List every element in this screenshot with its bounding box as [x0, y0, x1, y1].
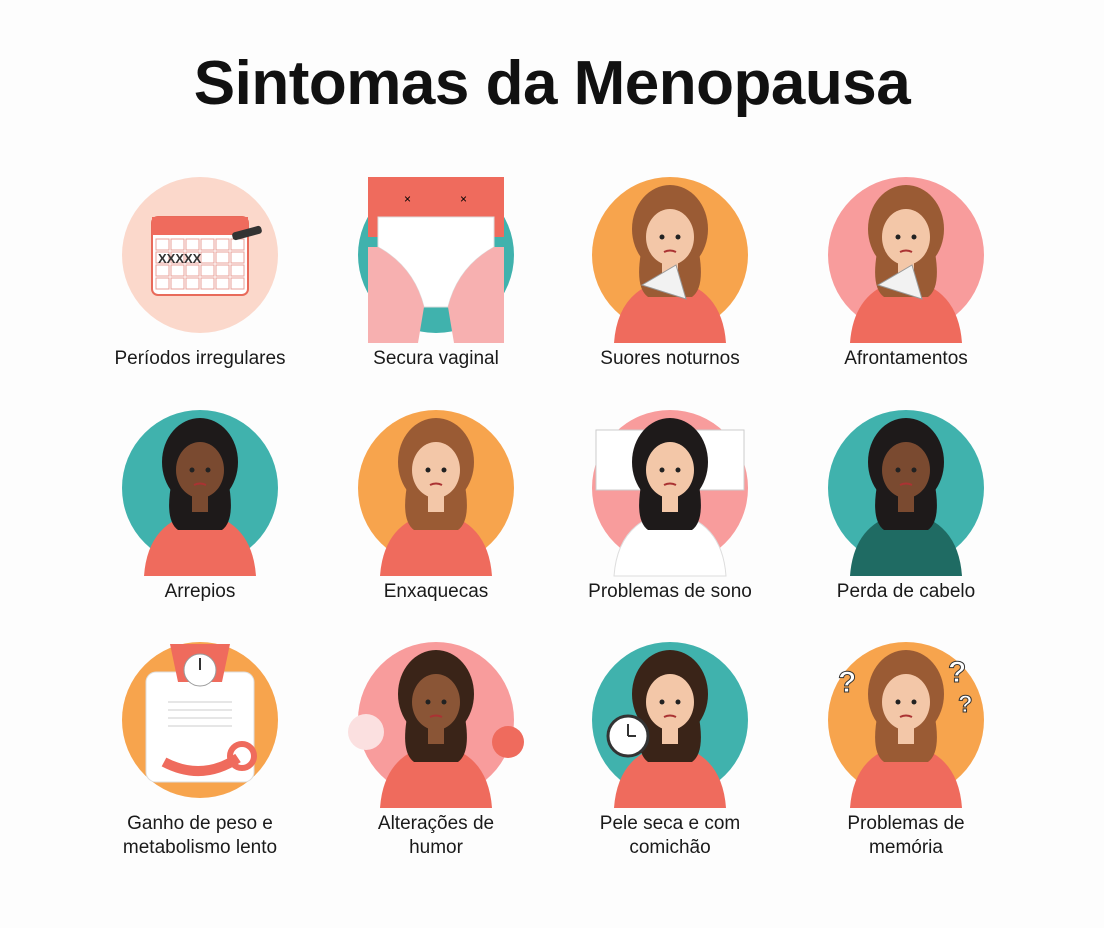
symptom-label: Problemas de memória — [847, 813, 965, 858]
woman-clock-icon — [592, 642, 748, 808]
symptom-label: Afrontamentos — [844, 348, 968, 369]
woman-bed-icon — [592, 410, 748, 577]
symptom-item: ??? Problemas de memória — [788, 642, 1024, 860]
woman-mood-icon — [348, 642, 524, 808]
symptom-label: Suores noturnos — [600, 348, 740, 369]
symptom-item: Alterações de humor — [318, 642, 554, 860]
symptom-item: Afrontamentos — [788, 177, 1024, 371]
svg-text:?: ? — [948, 656, 966, 689]
symptom-item: XXXXX Períodos irregulares — [82, 177, 318, 371]
svg-text:?: ? — [958, 691, 973, 718]
woman-hair-loss-icon — [828, 410, 984, 576]
symptom-label: Arrepios — [164, 581, 236, 602]
symptom-label: Alterações de humor — [377, 813, 495, 858]
symptom-item: Problemas de sono — [552, 410, 788, 604]
svg-text:?: ? — [838, 666, 856, 699]
woman-fan-icon — [592, 177, 748, 343]
symptom-item: Pele seca e com comichão — [552, 642, 788, 860]
symptom-item: Perda de cabelo — [788, 410, 1024, 604]
scale-icon — [122, 642, 278, 798]
symptom-item: Ganho de peso e metabolismo lento — [82, 642, 318, 860]
woman-shivering-icon — [122, 410, 278, 576]
woman-fan-icon — [828, 177, 984, 343]
symptom-label: Pele seca e com comichão — [599, 813, 741, 858]
calendar-icon: XXXXX — [122, 177, 278, 333]
symptom-item: × × Secura vaginal — [318, 177, 554, 371]
symptom-item: Enxaquecas — [318, 410, 554, 604]
symptom-label: Períodos irregulares — [114, 348, 286, 369]
symptom-item: Suores noturnos — [552, 177, 788, 371]
symptom-label: Ganho de peso e metabolismo lento — [122, 813, 278, 858]
symptom-label: Problemas de sono — [588, 581, 752, 602]
woman-question-icon: ??? — [828, 642, 984, 808]
svg-text:×: × — [404, 192, 411, 206]
symptom-item: Arrepios — [82, 410, 318, 604]
page-title: Sintomas da Menopausa — [193, 49, 911, 118]
symptom-label: Enxaquecas — [383, 581, 489, 602]
symptom-label: Perda de cabelo — [836, 581, 976, 602]
woman-headache-icon — [358, 410, 514, 576]
svg-text:×: × — [460, 192, 467, 206]
svg-text:XXXXX: XXXXX — [158, 251, 202, 266]
symptom-label: Secura vaginal — [373, 348, 499, 369]
underwear-icon: × × — [358, 177, 514, 343]
